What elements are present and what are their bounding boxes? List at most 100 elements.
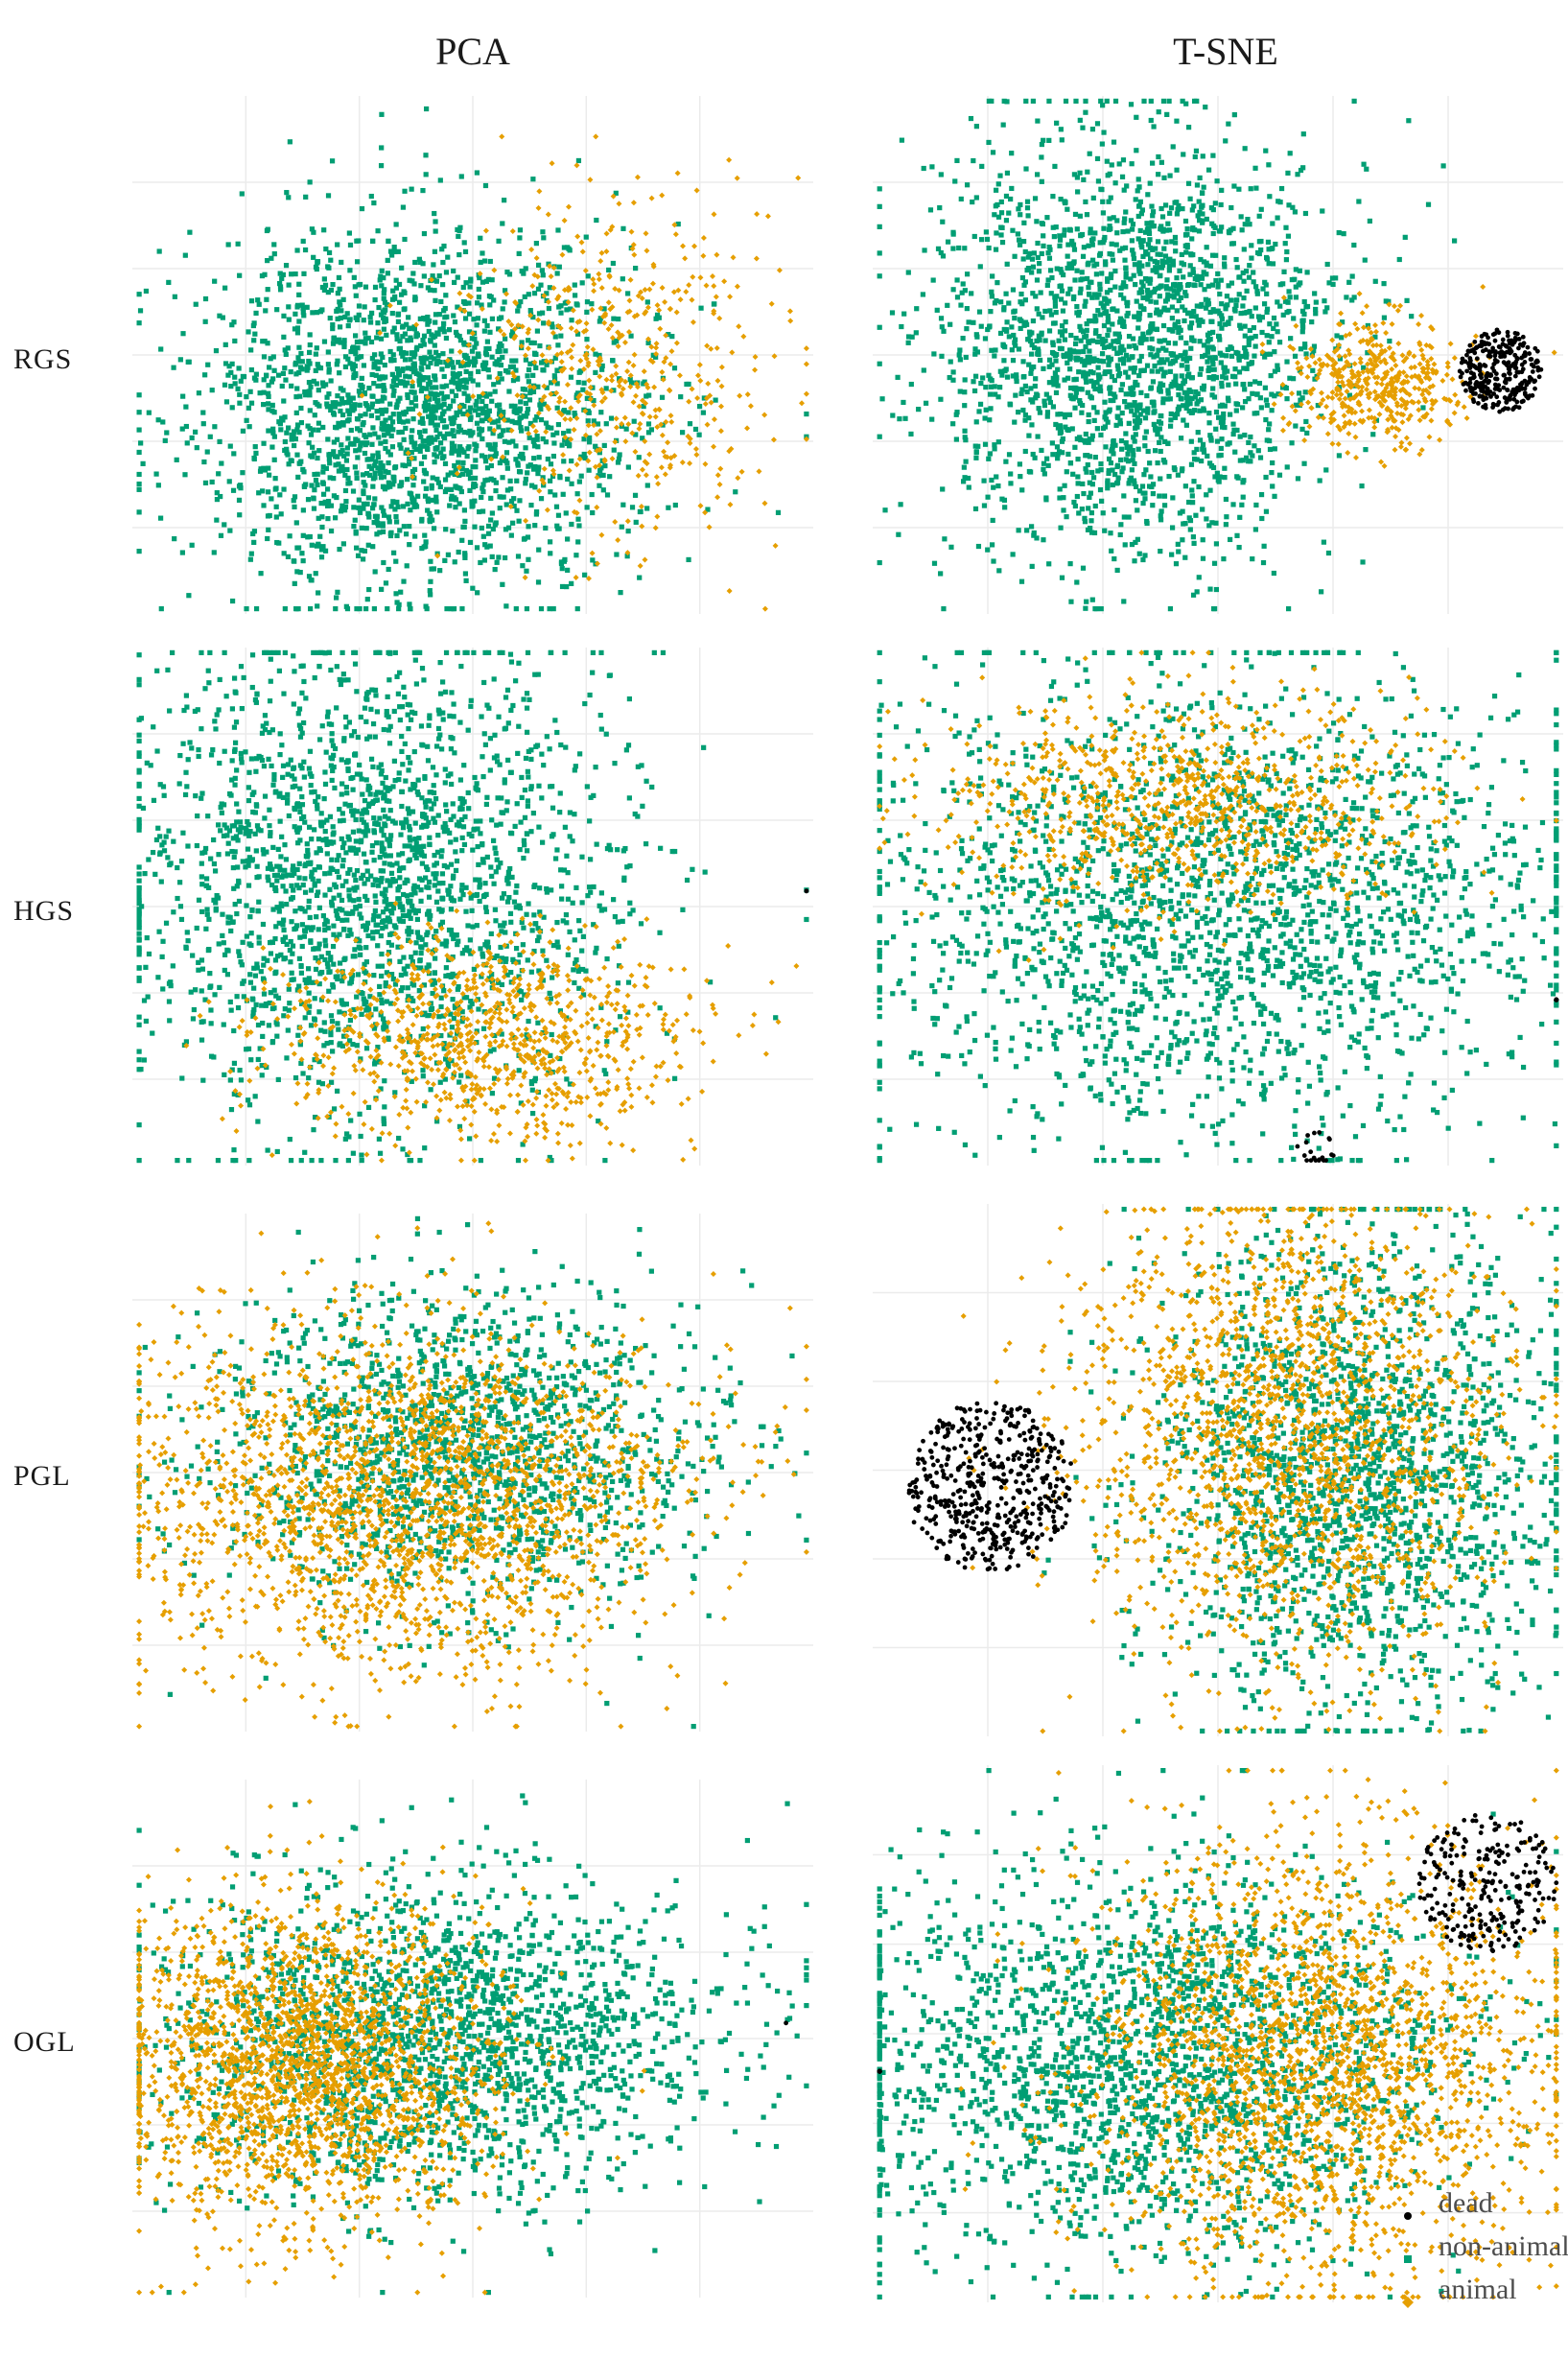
point-non-animal	[541, 320, 547, 326]
point-non-animal	[300, 507, 306, 513]
point-non-animal	[1031, 250, 1037, 256]
point-non-animal	[1383, 298, 1389, 304]
point-non-animal	[1160, 360, 1167, 365]
point-non-animal	[320, 469, 326, 475]
point-non-animal	[425, 364, 431, 370]
point-non-animal	[1041, 137, 1046, 143]
point-animal	[625, 421, 632, 428]
point-non-animal	[1185, 125, 1192, 130]
point-non-animal	[938, 172, 944, 177]
point-animal	[573, 414, 580, 421]
point-animal	[410, 379, 416, 386]
point-animal	[697, 503, 704, 509]
point-non-animal	[287, 139, 293, 145]
point-non-animal	[1320, 208, 1325, 214]
point-non-animal	[362, 304, 367, 310]
point-non-animal	[1197, 408, 1203, 413]
point-non-animal	[558, 559, 565, 565]
point-non-animal	[1295, 476, 1301, 482]
point-non-animal	[1256, 213, 1262, 219]
point-non-animal	[1132, 438, 1137, 444]
point-non-animal	[1249, 243, 1254, 248]
point-non-animal	[1112, 391, 1117, 397]
point-non-animal	[212, 278, 218, 284]
point-non-animal	[350, 344, 357, 350]
point-non-animal	[1359, 483, 1365, 489]
point-animal	[1411, 353, 1417, 360]
column-title-tsne: T-SNE	[1082, 29, 1369, 74]
point-non-animal	[1197, 218, 1203, 224]
point-non-animal	[995, 280, 1000, 286]
point-animal	[653, 341, 660, 347]
point-non-animal	[1220, 414, 1227, 420]
point-animal	[691, 243, 698, 249]
point-non-animal	[528, 502, 534, 508]
point-animal	[661, 359, 667, 365]
point-non-animal	[1028, 524, 1035, 530]
point-non-animal	[552, 355, 558, 361]
point-non-animal	[451, 268, 456, 274]
point-non-animal	[354, 545, 360, 551]
point-non-animal	[393, 405, 399, 411]
point-non-animal	[405, 365, 410, 371]
point-non-animal	[1116, 334, 1122, 340]
point-non-animal	[1158, 283, 1164, 289]
point-animal	[610, 193, 617, 200]
point-non-animal	[248, 347, 254, 353]
point-non-animal	[972, 346, 978, 352]
point-non-animal	[456, 429, 461, 435]
point-non-animal	[488, 294, 494, 300]
point-non-animal	[1140, 556, 1146, 563]
point-non-animal	[355, 437, 361, 443]
point-non-animal	[1236, 274, 1242, 280]
point-non-animal	[947, 374, 952, 381]
point-non-animal	[294, 325, 301, 331]
point-non-animal	[341, 399, 347, 406]
point-non-animal	[438, 450, 444, 456]
point-non-animal	[1230, 241, 1236, 247]
point-non-animal	[158, 346, 164, 352]
point-non-animal	[1170, 258, 1176, 264]
point-non-animal	[344, 445, 350, 451]
point-non-animal	[993, 247, 999, 252]
point-non-animal	[526, 379, 531, 385]
point-non-animal	[503, 450, 510, 456]
point-animal	[643, 230, 649, 237]
point-non-animal	[467, 539, 474, 546]
point-non-animal	[371, 352, 378, 358]
point-animal	[644, 304, 651, 311]
point-animal	[714, 472, 721, 479]
point-non-animal	[1041, 233, 1046, 239]
point-non-animal	[964, 182, 971, 188]
point-non-animal	[390, 329, 396, 335]
point-non-animal	[321, 227, 327, 233]
point-non-animal	[1091, 405, 1097, 411]
point-non-animal	[905, 270, 911, 275]
point-non-animal	[201, 459, 207, 465]
point-non-animal	[447, 403, 454, 410]
point-non-animal	[269, 255, 274, 261]
point-non-animal	[582, 572, 588, 578]
point-animal	[603, 230, 610, 237]
point-non-animal	[1037, 410, 1043, 415]
point-non-animal	[323, 465, 329, 471]
point-animal	[786, 308, 793, 315]
point-non-animal	[1009, 324, 1015, 330]
point-non-animal	[931, 351, 937, 357]
point-non-animal	[244, 393, 249, 400]
point-animal	[636, 403, 643, 410]
point-non-animal	[1106, 470, 1112, 477]
point-non-animal	[279, 275, 285, 281]
point-non-animal	[1073, 355, 1079, 361]
point-non-animal	[1006, 300, 1012, 306]
point-non-animal	[136, 292, 142, 297]
point-non-animal	[534, 328, 541, 334]
point-non-animal	[361, 506, 366, 511]
point-non-animal	[475, 590, 480, 596]
point-non-animal	[422, 470, 428, 476]
point-non-animal	[1277, 303, 1283, 309]
point-non-animal	[251, 529, 258, 534]
point-non-animal	[1233, 381, 1239, 387]
point-animal	[652, 413, 659, 420]
point-animal	[580, 365, 587, 372]
